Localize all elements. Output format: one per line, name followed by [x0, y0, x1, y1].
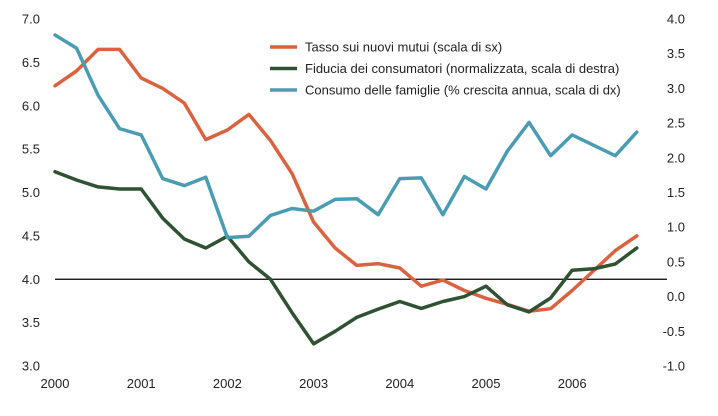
right-tick-label: 1.0: [667, 220, 685, 235]
x-tick-label: 2005: [472, 376, 501, 391]
left-tick-label: 4.0: [22, 272, 40, 287]
x-tick-label: 2003: [299, 376, 328, 391]
legend-label-1: Tasso sui nuovi mutui (scala di sx): [305, 40, 502, 55]
right-tick-label: 2.0: [667, 150, 685, 165]
left-tick-label: 3.5: [22, 315, 40, 330]
right-tick-label: -0.5: [663, 324, 685, 339]
right-tick-label: 0.5: [667, 254, 685, 269]
series-line-2: [53, 169, 639, 346]
legend-label-2: Fiducia dei consumatori (normalizzata, s…: [305, 61, 619, 76]
legend-label-3: Consumo delle famiglie (% crescita annua…: [305, 83, 621, 98]
left-tick-label: 6.5: [22, 55, 40, 70]
right-axis: -1.0 -0.5 0.0 0.5 1.0 1.5 2.0 2.5 3.0 3.5 4.0: [663, 12, 685, 374]
right-tick-label: 4.0: [667, 12, 685, 27]
right-tick-label: -1.0: [663, 359, 685, 374]
x-axis: 2000 2001 2002 2003 2004 2005 2006: [41, 376, 587, 391]
x-tick-label: 2001: [127, 376, 156, 391]
right-tick-label: 2.5: [667, 116, 685, 131]
series-line-3: [53, 33, 639, 240]
right-tick-label: 0.0: [667, 289, 685, 304]
left-tick-label: 5.0: [22, 185, 40, 200]
left-tick-label: 6.0: [22, 98, 40, 113]
x-tick-label: 2006: [558, 376, 587, 391]
series-line-1: [53, 47, 639, 314]
legend: Tasso sui nuovi mutui (scala di sx) Fiduc…: [270, 40, 621, 98]
left-tick-label: 5.5: [22, 142, 40, 157]
left-axis: 3.0 3.5 4.0 4.5 5.0 5.5 6.0 6.5 7.0: [22, 12, 40, 374]
x-tick-label: 2000: [41, 376, 70, 391]
left-tick-label: 7.0: [22, 12, 40, 27]
right-tick-label: 1.5: [667, 185, 685, 200]
x-tick-label: 2004: [385, 376, 414, 391]
right-tick-label: 3.5: [667, 46, 685, 61]
right-tick-label: 3.0: [667, 81, 685, 96]
left-tick-label: 3.0: [22, 359, 40, 374]
x-tick-label: 2002: [213, 376, 242, 391]
left-tick-label: 4.5: [22, 228, 40, 243]
series-lines-group: [53, 33, 639, 346]
